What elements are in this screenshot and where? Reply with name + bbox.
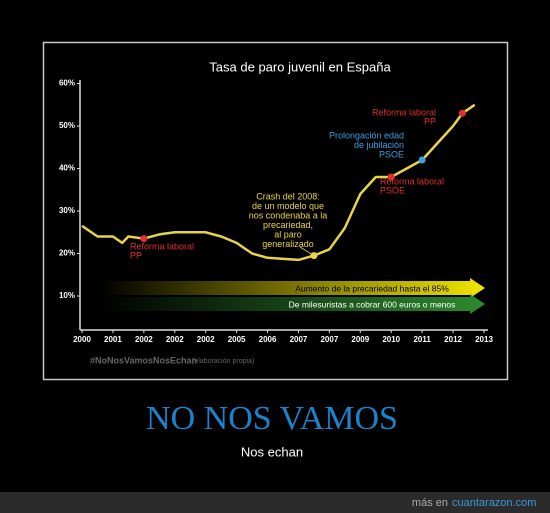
y-tick-label: 50% xyxy=(59,121,75,130)
plot: 10% 20% 30% 40% 50% 60% 2000 2001 2002 2002 2002 20… xyxy=(59,79,493,345)
annotation: Crash del 2008: xyxy=(256,191,320,201)
x-tick-label: 2013 xyxy=(475,335,493,344)
x-tick-label: 2001 xyxy=(104,335,122,344)
annotation: generalizado xyxy=(262,239,314,249)
y-tick-label: 60% xyxy=(59,79,75,88)
annotation: al paro xyxy=(274,229,302,239)
band-arrow xyxy=(100,278,485,298)
annotation: PP xyxy=(424,116,436,126)
annotation: de jubilación xyxy=(354,140,404,150)
annotation: Prolongación edad xyxy=(329,130,404,140)
frame xyxy=(42,41,509,381)
x-tick-label: 2011 xyxy=(413,335,431,344)
annotation: PSOE xyxy=(379,149,404,159)
source: #NoNosVamosNosEchan xyxy=(90,355,197,365)
annotation: de un modelo que xyxy=(252,201,324,211)
band-arrow xyxy=(100,294,485,314)
y-tick-label: 40% xyxy=(59,164,75,173)
x-tick-label: 2002 xyxy=(166,335,184,344)
x-tick-label: 2012 xyxy=(444,335,462,344)
y-tick-label: 20% xyxy=(59,249,75,258)
subline: Nos echan xyxy=(241,444,303,459)
highlight-point xyxy=(387,173,395,181)
highlight-point xyxy=(140,235,148,243)
footer-link[interactable]: cuantarazon.com xyxy=(452,497,536,509)
annotation: Reforma laboral xyxy=(130,241,194,251)
x-tick-label: 2002 xyxy=(197,335,215,344)
chart-title: Tasa de paro juvenil en España xyxy=(209,59,391,74)
x-tick-label: 2002 xyxy=(135,335,153,344)
x-tick-label: 2006 xyxy=(259,335,277,344)
y-tick-label: 30% xyxy=(59,206,75,215)
annotation: PP xyxy=(130,250,142,260)
x-tick-label: 2010 xyxy=(382,335,400,344)
x-tick-label: 2000 xyxy=(73,335,91,344)
annotation: Reforma laboral xyxy=(380,176,444,186)
band-label: Aumento de la precariedad hasta el 85% xyxy=(295,283,449,293)
x-tick-label: 2007 xyxy=(320,335,338,344)
x-tick-label: 2009 xyxy=(351,335,369,344)
annotation: precariedad, xyxy=(263,220,313,230)
x-tick-label: 2005 xyxy=(228,335,246,344)
annotation: nos condenaba a la xyxy=(249,210,328,220)
annotation: Reforma laboral xyxy=(372,107,436,117)
y-tick-label: 10% xyxy=(59,291,75,300)
band-label: De milesuristas a cobrar 600 euros o men… xyxy=(289,299,456,309)
annotation: PSOE xyxy=(380,185,405,195)
highlight-point xyxy=(458,109,466,117)
headline: NO NOS VAMOS xyxy=(146,400,398,437)
footer-bar xyxy=(0,492,550,513)
source-note: (elaboración propia) xyxy=(192,358,254,365)
footer-prefix: más en xyxy=(412,497,448,509)
highlight-point xyxy=(310,252,318,260)
highlight-point xyxy=(418,156,426,164)
x-tick-label: 2007 xyxy=(290,335,308,344)
